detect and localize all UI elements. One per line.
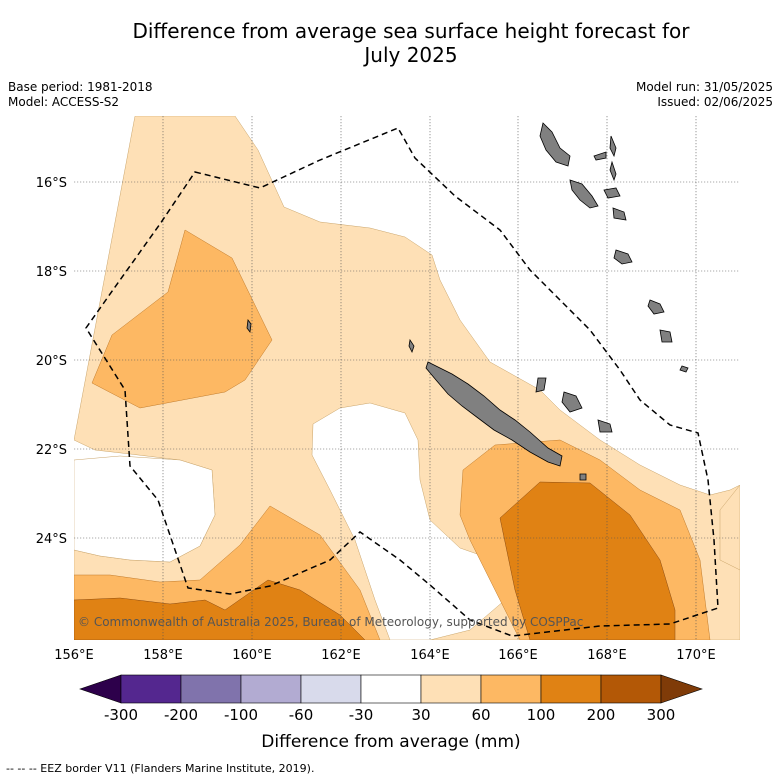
vanuatu-pentecost: [609, 160, 617, 182]
vanuatu-efate: [612, 207, 627, 221]
colorbar-segment-4: [300, 674, 362, 704]
matthew-island: [679, 365, 689, 373]
lon-label-156e: 156°E: [54, 648, 94, 663]
colorbar-ticks: -300 -200 -100 -60 -30 30 60 100 200 300: [104, 706, 675, 724]
lon-label-170e: 170°E: [676, 648, 716, 663]
colorbar-segment-9: [600, 674, 662, 704]
anomaly-hole-northwest: [74, 116, 135, 296]
title-line-2: July 2025: [364, 43, 458, 67]
issued-text: Issued: 02/06/2025: [657, 95, 773, 109]
belep-islands: [408, 338, 415, 354]
lat-label-18s: 18°S: [36, 265, 67, 280]
lon-label-158e: 158°E: [143, 648, 183, 663]
lon-label-168e: 168°E: [587, 648, 627, 663]
colorbar-segment-8: [540, 674, 602, 704]
loyalty-lifou: [561, 391, 583, 413]
model-text: Model: ACCESS-S2: [8, 95, 120, 109]
vanuatu-ambae: [593, 151, 607, 161]
anomaly-hole-west: [74, 455, 216, 563]
lon-label-162e: 162°E: [321, 648, 361, 663]
anomaly-band-100-200-south: [74, 579, 366, 640]
colorbar-segment-6: [420, 674, 482, 704]
colorbar-segment-5: [360, 674, 422, 704]
lat-label-20s: 20°S: [36, 354, 67, 369]
vanuatu-malakula: [569, 179, 599, 209]
chesterfield-islet: [246, 318, 252, 334]
colorbar-label: Difference from average (mm): [261, 732, 520, 752]
graticule: [74, 116, 740, 640]
vanuatu-espiritu-santo: [539, 122, 571, 167]
colorbar-segment-7: [480, 674, 542, 704]
colorbar-extend-low: [79, 674, 122, 704]
copyright-text: © Commonwealth of Australia 2025, Bureau…: [78, 615, 583, 629]
colorbar-tick-10: 300: [647, 706, 676, 724]
colorbar-tick-2: -200: [164, 706, 198, 724]
vanuatu-aneityum: [659, 329, 673, 343]
chart-title: Difference from average sea surface heig…: [0, 19, 781, 67]
colorbar-segment-2: [180, 674, 242, 704]
vanuatu-epi: [603, 187, 621, 199]
lat-label-22s: 22°S: [36, 443, 67, 458]
colorbar-tick-3: -100: [224, 706, 258, 724]
eez-border-line: [85, 127, 719, 637]
isle-of-pines: [579, 473, 587, 481]
colorbar-tick-6: 30: [411, 706, 430, 724]
model-run-text: Model run: 31/05/2025: [635, 80, 773, 94]
colorbar-segment-3: [240, 674, 302, 704]
anomaly-hole-northeast: [500, 116, 740, 490]
lon-label-166e: 166°E: [498, 648, 538, 663]
colorbar-tick-8: 100: [527, 706, 556, 724]
lat-label-24s: 24°S: [36, 532, 67, 547]
colorbar-tick-1: -300: [104, 706, 138, 724]
lon-label-164e: 164°E: [410, 648, 450, 663]
vanuatu-tanna: [647, 299, 665, 315]
lon-label-160e: 160°E: [232, 648, 272, 663]
map-area: © Commonwealth of Australia 2025, Bureau…: [74, 116, 740, 640]
meta-left: Base period: 1981-2018 Model: ACCESS-S2: [8, 80, 153, 110]
eez-footer-note: -- -- -- EEZ border V11 (Flanders Marine…: [6, 762, 315, 775]
lat-label-16s: 16°S: [36, 176, 67, 191]
meta-right: Model run: 31/05/2025 Issued: 02/06/2025: [636, 80, 773, 110]
new-caledonia-island: [425, 361, 563, 467]
colorbar-extend-high: [660, 674, 703, 704]
anomaly-band-30-60-right-edge: [719, 484, 740, 571]
colorbar-tick-4: -60: [289, 706, 314, 724]
colorbar-segment-1: [120, 674, 182, 704]
land-masses: [246, 122, 689, 481]
loyalty-ouvea: [535, 377, 547, 393]
colorbar-tick-5: -30: [349, 706, 374, 724]
anomaly-band-100-200-east: [499, 481, 676, 640]
colorbar-tick-9: 200: [587, 706, 616, 724]
colorbar-tick-7: 60: [471, 706, 490, 724]
vanuatu-maewo: [609, 135, 617, 158]
longitude-labels: 156°E 158°E 160°E 162°E 164°E 166°E 168°…: [54, 648, 716, 663]
colorbar: [79, 674, 703, 704]
vanuatu-erromango: [613, 249, 633, 265]
base-period-text: Base period: 1981-2018: [8, 80, 153, 94]
title-line-1: Difference from average sea surface heig…: [132, 19, 690, 43]
loyalty-mare: [597, 419, 613, 433]
latitude-labels: 16°S 18°S 20°S 22°S 24°S: [36, 176, 67, 547]
